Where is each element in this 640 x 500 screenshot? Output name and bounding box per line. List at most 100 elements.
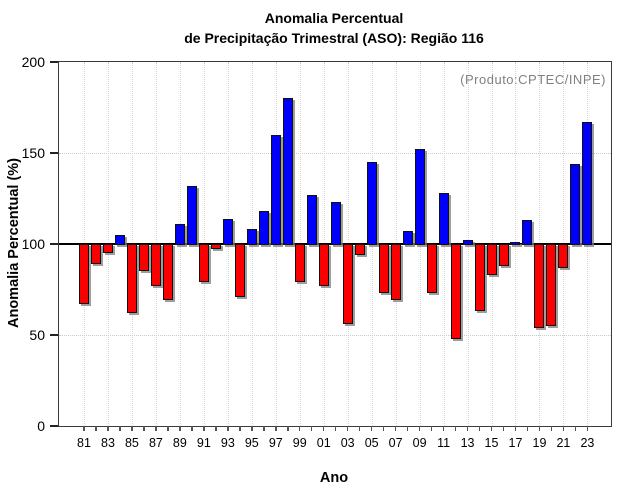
x-tick-2008: [406, 426, 409, 431]
chart-title: Anomalia Percentual de Precipitação Trim…: [58, 8, 610, 48]
y-tick-label-50: 50: [29, 327, 45, 343]
bar-2011: [438, 193, 449, 245]
x-tick-2013: [466, 426, 469, 431]
x-tick-2015: [490, 426, 493, 431]
x-tick-2020: [550, 426, 553, 431]
x-tick-label-1997: 97: [268, 436, 283, 450]
bar-1989: [174, 223, 185, 245]
bar-2009: [414, 149, 425, 245]
bar-1988: [162, 244, 173, 301]
x-tick-label-1981: 81: [77, 436, 91, 450]
y-tick-label-100: 100: [21, 236, 45, 252]
y-tick-label-200: 200: [21, 54, 45, 70]
x-tick-label-2007: 07: [388, 436, 403, 450]
x-tick-label-2023: 23: [580, 436, 595, 450]
bar-2005: [366, 162, 377, 245]
bar-2008: [402, 231, 413, 245]
x-tick-2021: [562, 426, 565, 431]
bar-2021: [558, 244, 569, 268]
x-tick-2010: [430, 426, 433, 431]
bar-1998: [282, 98, 293, 245]
bar-2000: [306, 194, 317, 245]
x-tick-2009: [418, 426, 421, 431]
y-tick-100: [50, 243, 58, 245]
x-tick-1994: [239, 426, 241, 431]
bar-1991: [198, 244, 209, 283]
bar-2018: [522, 220, 533, 245]
x-tick-label-1999: 99: [292, 436, 307, 450]
chart-title-line1: Anomalia Percentual: [264, 10, 404, 26]
x-tick-label-1995: 95: [244, 436, 259, 450]
x-tick-label-1989: 89: [172, 436, 187, 450]
x-tick-2023: [586, 426, 589, 431]
x-tick-2001: [322, 426, 325, 431]
bar-2006: [378, 244, 389, 294]
x-tick-1989: [179, 426, 181, 431]
bar-2004: [354, 244, 365, 255]
x-tick-label-1991: 91: [196, 436, 211, 450]
x-tick-label-1987: 87: [148, 436, 163, 450]
x-tick-label-2017: 17: [508, 436, 523, 450]
bar-2015: [486, 244, 497, 275]
x-tick-2011: [442, 426, 445, 431]
y-tick-0: [50, 425, 58, 427]
bar-1981: [79, 244, 89, 305]
x-tick-2018: [526, 426, 529, 431]
x-tick-label-1993: 93: [220, 436, 235, 450]
bar-1997: [270, 134, 281, 245]
x-tick-1999: [298, 426, 301, 431]
bar-2020: [546, 244, 557, 326]
x-tick-label-1983: 83: [101, 436, 115, 450]
gridline-y-150: [59, 153, 611, 154]
chart-title-line2: de Precipitação Trimestral (ASO): Região…: [184, 30, 484, 46]
bar-1993: [222, 218, 233, 245]
x-tick-2014: [478, 426, 481, 431]
bar-1990: [186, 185, 197, 245]
bar-2001: [318, 244, 329, 286]
bar-1999: [294, 244, 305, 283]
x-tick-1997: [275, 426, 277, 431]
bar-1985: [126, 244, 137, 314]
x-tick-2012: [454, 426, 457, 431]
x-tick-label-2011: 11: [437, 436, 451, 450]
x-tick-label-2005: 05: [364, 436, 379, 450]
x-tick-1985: [131, 426, 133, 431]
bar-2012: [450, 244, 461, 339]
x-tick-1995: [251, 426, 253, 431]
x-tick-label-2015: 15: [484, 436, 499, 450]
bar-2010: [426, 244, 437, 294]
bar-2003: [342, 244, 353, 325]
bar-2007: [390, 244, 401, 301]
x-tick-2004: [358, 426, 361, 431]
x-tick-2005: [370, 426, 373, 431]
bar-1986: [138, 244, 149, 272]
x-tick-label-1985: 85: [124, 436, 139, 450]
x-tick-label-2009: 09: [412, 436, 427, 450]
x-tick-2017: [514, 426, 517, 431]
x-tick-label-2021: 21: [556, 436, 571, 450]
y-tick-label-150: 150: [21, 145, 45, 161]
x-tick-1982: [95, 426, 97, 431]
x-axis-label: Ano: [319, 470, 349, 486]
plot-area: (Produto:CPTEC/INPE) 81 83 85 87 89 91 93 95 97 9…: [22, 54, 612, 450]
bar-1984: [114, 234, 125, 245]
bar-1994: [234, 244, 245, 297]
x-tick-label-2019: 19: [532, 436, 547, 450]
y-tick-150: [50, 152, 58, 154]
x-tick-2003: [346, 426, 349, 431]
x-tick-label-2013: 13: [460, 436, 475, 450]
x-tick-2019: [538, 426, 541, 431]
bar-1992: [210, 244, 221, 250]
y-tick-50: [50, 334, 58, 336]
x-tick-2016: [502, 426, 505, 431]
bar-2014: [474, 244, 485, 312]
x-tick-2022: [574, 426, 577, 431]
x-tick-2007: [394, 426, 397, 431]
x-tick-1987: [155, 426, 157, 431]
bar-1995: [246, 229, 257, 245]
bar-1983: [102, 244, 113, 254]
bar-2013: [462, 240, 473, 245]
bar-2022: [570, 163, 581, 245]
bar-1996: [258, 211, 269, 245]
